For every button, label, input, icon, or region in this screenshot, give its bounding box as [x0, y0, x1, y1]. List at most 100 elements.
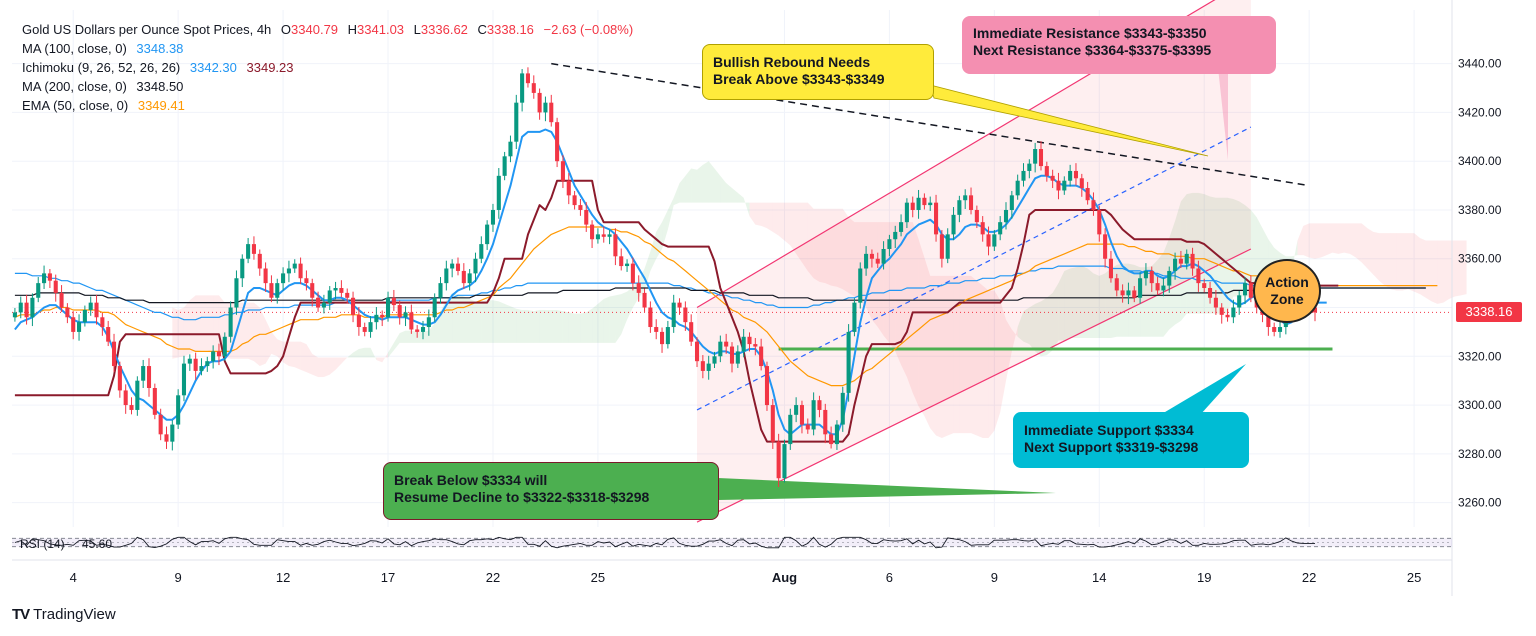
cloud-segment [1390, 233, 1397, 291]
indicator-ichimoku[interactable]: Ichimoku (9, 26, 52, 26, 26) 3342.30 334… [22, 58, 633, 77]
candle [741, 328, 746, 358]
candle-body [263, 268, 268, 284]
candle-body [1155, 283, 1160, 291]
indicator-label: Ichimoku (9, 26, 52, 26, 26) [22, 60, 181, 75]
candle-body [928, 202, 933, 206]
support-callout: Immediate Support $3334 Next Support $33… [1013, 412, 1249, 468]
cloud-segment [1443, 240, 1450, 303]
candle [415, 325, 420, 338]
candle-body [968, 195, 974, 210]
candle-body [1108, 258, 1113, 279]
candle [1073, 163, 1079, 186]
bullish-callout: Bullish Rebound Needs Break Above $3343-… [702, 44, 934, 100]
rsi-value: 45.60 [82, 537, 112, 551]
cloud-segment [551, 309, 558, 343]
callout-line: Resume Decline to $3322-$3318-$3298 [394, 489, 650, 505]
candle [30, 293, 35, 327]
candle [444, 260, 449, 291]
candle [968, 187, 974, 215]
tradingview-logo[interactable]: TV TradingView [12, 606, 116, 623]
indicator-ema50[interactable]: EMA (50, close, 0) 3349.41 [22, 96, 633, 115]
candle [455, 257, 461, 276]
candle [1132, 286, 1137, 303]
cloud-segment [294, 341, 301, 370]
cloud-segment [463, 296, 470, 343]
resistance-callout: Immediate Resistance $3343-$3350 Next Re… [962, 16, 1276, 74]
candle-body [963, 195, 968, 201]
indicator-overlays [14, 128, 1438, 443]
candle [718, 335, 723, 363]
change-value: −2.63 (−0.08%) [543, 22, 634, 37]
x-tick-label: Aug [772, 570, 797, 585]
candle-body [77, 322, 82, 332]
candle [630, 257, 635, 291]
candle-body [502, 156, 507, 176]
candle [893, 225, 898, 249]
candle [18, 296, 23, 319]
candle-body [829, 434, 834, 445]
cloud-segment [178, 307, 184, 358]
candle-body [1132, 290, 1137, 298]
cloud-segment [1017, 311, 1024, 342]
candle-body [18, 302, 23, 313]
candle-body [176, 395, 181, 425]
current-price-tag: 3338.16 [1456, 302, 1522, 322]
candle [566, 172, 571, 205]
candle [298, 257, 303, 285]
candle-body [578, 205, 583, 210]
cloud-segment [347, 352, 354, 358]
candle-body [164, 434, 169, 442]
candle-body [205, 361, 210, 367]
candle-body [420, 327, 426, 332]
cloud-segment [306, 344, 313, 375]
candle-body [916, 197, 921, 210]
cloud-segment [1437, 240, 1444, 304]
cloud-segment [597, 298, 604, 343]
action-zone-line: Action [1265, 274, 1309, 290]
cloud-segment [743, 197, 750, 217]
candle-body [36, 283, 41, 298]
candle-body [910, 202, 915, 210]
candle-body [823, 409, 828, 435]
candle-body [543, 102, 548, 113]
candle [753, 338, 758, 356]
cloud-segment [1000, 300, 1007, 413]
candle-body [887, 239, 892, 249]
candle-body [193, 358, 198, 371]
candle [1056, 172, 1061, 200]
cloud-segment [498, 301, 505, 343]
candle [385, 291, 391, 322]
indicator-ma100[interactable]: MA (100, close, 0) 3348.38 [22, 39, 633, 58]
cloud-segment [405, 330, 412, 343]
cloud-segment [1355, 223, 1362, 263]
cloud-segment [615, 294, 622, 343]
cloud-segment [1384, 233, 1391, 290]
x-tick-label: 22 [486, 570, 500, 585]
candle [683, 301, 688, 331]
cloud-segment [697, 164, 703, 203]
candle-body [986, 234, 991, 247]
candle [304, 270, 309, 291]
candle-body [992, 234, 997, 247]
cloud-segment [1046, 292, 1053, 356]
candle-body [840, 392, 845, 425]
cloud-segment [982, 285, 989, 438]
cloud-segment [1040, 297, 1047, 357]
candle-body [479, 244, 484, 259]
cloud-segment [545, 309, 552, 343]
x-tick-label: 14 [1092, 570, 1106, 585]
cloud-segment [1431, 240, 1438, 304]
y-tick-label: 3320.00 [1458, 349, 1502, 363]
candle [187, 354, 192, 371]
channel-lower-line [696, 248, 1252, 523]
indicator-ma200[interactable]: MA (200, close, 0) 3348.50 [22, 77, 633, 96]
candle-body [187, 358, 192, 364]
candle-body [403, 312, 408, 318]
candle [625, 259, 630, 272]
candle-body [275, 283, 280, 298]
action-zone-marker: Action Zone [1253, 259, 1321, 323]
candle-body [957, 200, 962, 215]
cloud-segment [259, 307, 266, 367]
candle-body [595, 234, 600, 240]
